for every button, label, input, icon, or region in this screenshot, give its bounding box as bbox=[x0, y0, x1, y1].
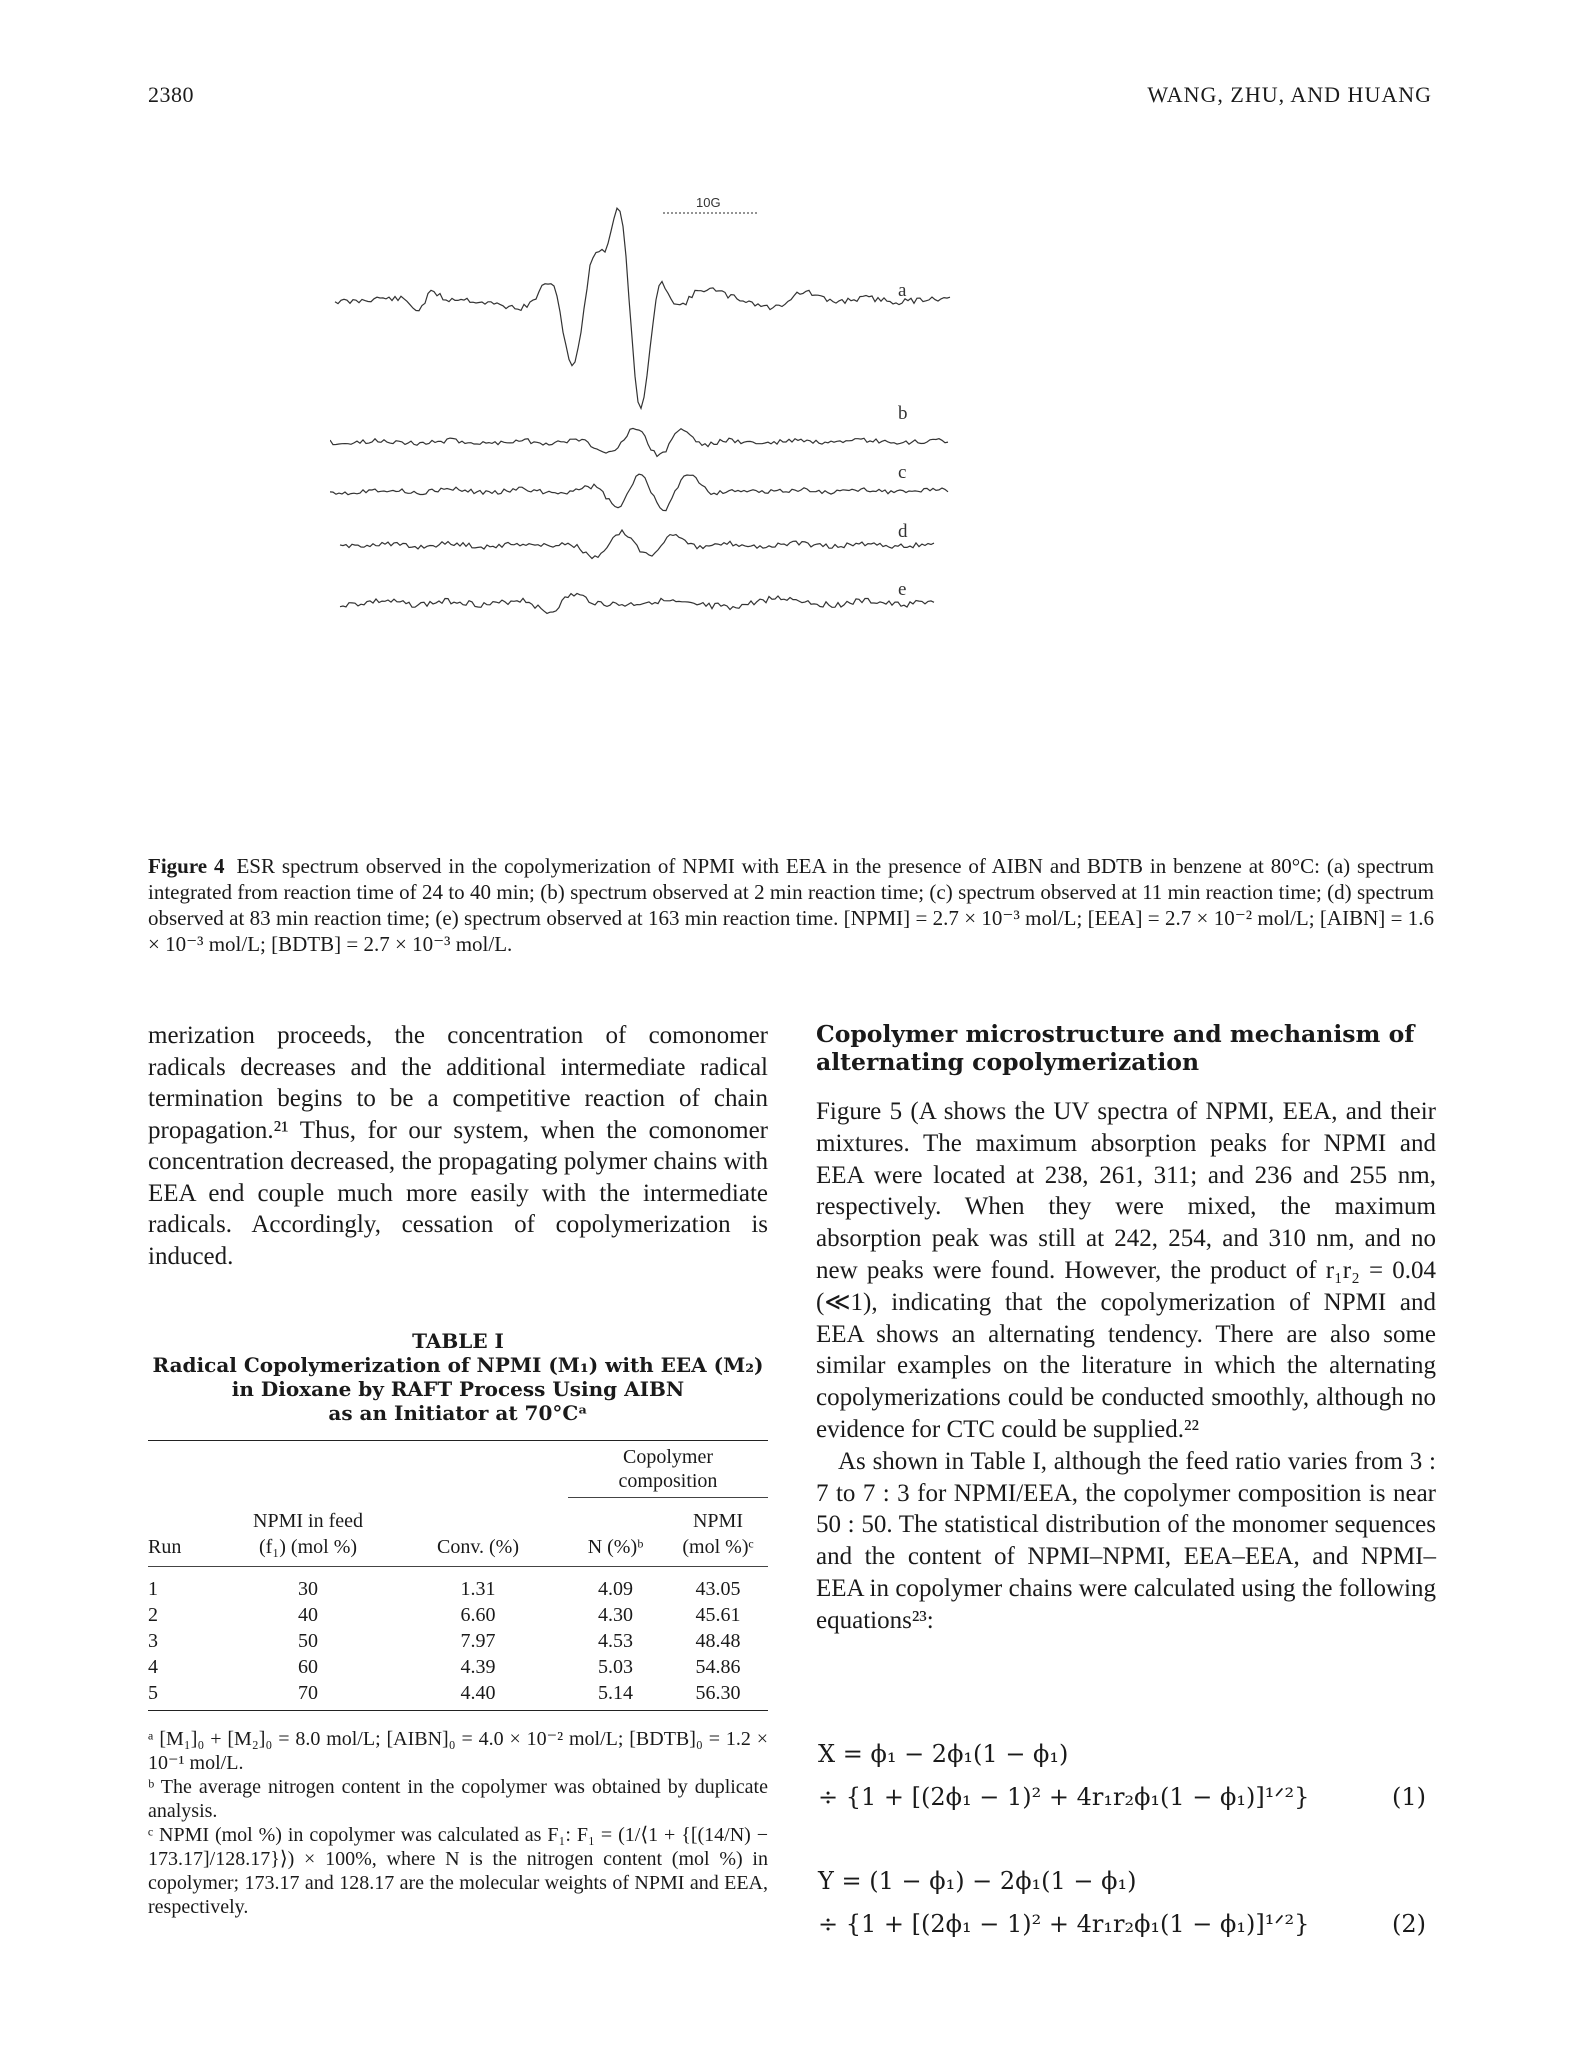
table-title-line: as an Initiator at 70°Cᵃ bbox=[328, 1401, 588, 1425]
body-paragraph: As shown in Table I, although the feed r… bbox=[816, 1447, 1436, 1634]
left-column: merization proceeds, the concentration o… bbox=[148, 1020, 768, 1272]
table-cell: 6.60 bbox=[460, 1604, 496, 1626]
body-paragraph: merization proceeds, the concentration o… bbox=[148, 1022, 768, 1270]
table-cell: 43.05 bbox=[695, 1578, 741, 1600]
table-cell: 40 bbox=[298, 1604, 318, 1626]
table-cell: 2 bbox=[148, 1604, 158, 1626]
table-note: ᵇ The average nitrogen content in the co… bbox=[148, 1776, 768, 1822]
spectrum-trace bbox=[330, 473, 949, 512]
table-cell: 30 bbox=[298, 1578, 318, 1600]
table-title-line: Radical Copolymerization of NPMI (M₁) wi… bbox=[152, 1353, 764, 1377]
column-header-run: Run bbox=[148, 1536, 182, 1558]
table-title-line: in Dioxane by RAFT Process Using AIBN bbox=[231, 1377, 685, 1401]
table-cell: 70 bbox=[298, 1682, 318, 1704]
column-header-npmi: (mol %)ᶜ bbox=[682, 1536, 754, 1558]
body-paragraph: Figure 5 (A shows the UV spectra of NPMI… bbox=[816, 1098, 1436, 1443]
table-note: ᶜ NPMI (mol %) in copolymer was calculat… bbox=[148, 1824, 768, 1918]
column-header-conv: Conv. (%) bbox=[436, 1536, 520, 1558]
table-note: ᵃ [M₁]₀ + [M₂]₀ = 8.0 mol/L; [AIBN]₀ = 4… bbox=[148, 1728, 768, 1774]
table-cell: 54.86 bbox=[695, 1656, 741, 1678]
spectrum-trace bbox=[330, 427, 949, 458]
table-cell: 4.09 bbox=[598, 1578, 633, 1600]
spectrum-trace bbox=[339, 528, 935, 560]
figure-caption-text: ESR spectrum observed in the copolymeriz… bbox=[148, 854, 1435, 956]
column-header-feed: (f₁) (mol %) bbox=[258, 1536, 358, 1558]
table-notes: ᵃ [M₁]₀ + [M₂]₀ = 8.0 mol/L; [AIBN]₀ = 4… bbox=[148, 1727, 768, 1919]
table-cell: 4.30 bbox=[598, 1604, 633, 1626]
trace-label: c bbox=[898, 462, 906, 483]
trace-label: d bbox=[898, 521, 908, 542]
equation-1-line-1: X = ϕ₁ − 2ϕ₁(1 − ϕ₁) bbox=[818, 1740, 1069, 1768]
table-cell: 3 bbox=[148, 1630, 158, 1652]
column-header-feed: NPMI in feed bbox=[253, 1510, 363, 1532]
table-cell: 60 bbox=[298, 1656, 318, 1678]
table-cell: 5.14 bbox=[598, 1682, 633, 1704]
column-header-npmi: NPMI bbox=[692, 1510, 743, 1532]
table-cell: 45.61 bbox=[695, 1604, 741, 1626]
header-rule bbox=[148, 1566, 768, 1567]
table-cell: 4 bbox=[148, 1656, 158, 1678]
trace-label: b bbox=[898, 403, 908, 424]
table-title: TABLE I Radical Copolymerization of NPMI… bbox=[148, 1329, 768, 1425]
table-cell: 5.03 bbox=[598, 1656, 633, 1678]
group-header: composition bbox=[618, 1470, 718, 1492]
scale-bar: 10G bbox=[663, 195, 757, 214]
figure-caption: Figure 4 ESR spectrum observed in the cop… bbox=[148, 853, 1434, 957]
table-cell: 5 bbox=[148, 1682, 158, 1704]
page-number: 2380 bbox=[148, 82, 194, 107]
table-cell: 4.40 bbox=[460, 1682, 496, 1704]
group-header: Copolymer bbox=[623, 1446, 713, 1468]
scale-bar-label: 10G bbox=[696, 195, 721, 210]
table-cell: 56.30 bbox=[695, 1682, 741, 1704]
table-cell: 1.31 bbox=[460, 1578, 496, 1600]
equation-2-line-2: ÷ {1 + [(2ϕ₁ − 1)² + 4r₁r₂ϕ₁(1 − ϕ₁)]¹ᐟ²… bbox=[818, 1910, 1310, 1938]
table-cell: 4.53 bbox=[598, 1630, 633, 1652]
table-cell: 7.97 bbox=[460, 1630, 496, 1652]
group-header-rule bbox=[568, 1497, 768, 1498]
equation-1-number: (1) bbox=[1392, 1783, 1426, 1811]
section-title: Copolymer microstructure and mechanism o… bbox=[816, 1020, 1415, 1076]
trace-label: a bbox=[898, 280, 907, 301]
column-header-n: N (%)ᵇ bbox=[587, 1536, 644, 1558]
table-bottom-rule bbox=[148, 1710, 768, 1711]
table-cell: 48.48 bbox=[695, 1630, 741, 1652]
esr-spectrum-figure: 10G a b c d e bbox=[330, 195, 1280, 835]
running-title: WANG, ZHU, AND HUANG bbox=[1147, 82, 1432, 107]
table-cell: 50 bbox=[298, 1630, 318, 1652]
table-top-rule bbox=[148, 1440, 768, 1441]
figure-caption-label: Figure 4 bbox=[148, 854, 225, 878]
trace-label: e bbox=[898, 579, 906, 600]
right-column: Copolymer microstructure and mechanism o… bbox=[816, 1020, 1436, 1637]
esr-spectrum-plot: 10G a b c d e bbox=[330, 195, 951, 615]
equation-2-number: (2) bbox=[1392, 1910, 1426, 1938]
equation-1-line-2: ÷ {1 + [(2ϕ₁ − 1)² + 4r₁r₂ϕ₁(1 − ϕ₁)]¹ᐟ²… bbox=[818, 1783, 1310, 1811]
spectrum-trace bbox=[334, 207, 951, 411]
spectrum-trace bbox=[339, 592, 935, 615]
table-cell: 4.39 bbox=[460, 1656, 496, 1678]
table-cell: 1 bbox=[148, 1578, 158, 1600]
table-label: TABLE I bbox=[412, 1329, 504, 1353]
equation-2-line-1: Y = (1 − ϕ₁) − 2ϕ₁(1 − ϕ₁) bbox=[818, 1867, 1137, 1895]
